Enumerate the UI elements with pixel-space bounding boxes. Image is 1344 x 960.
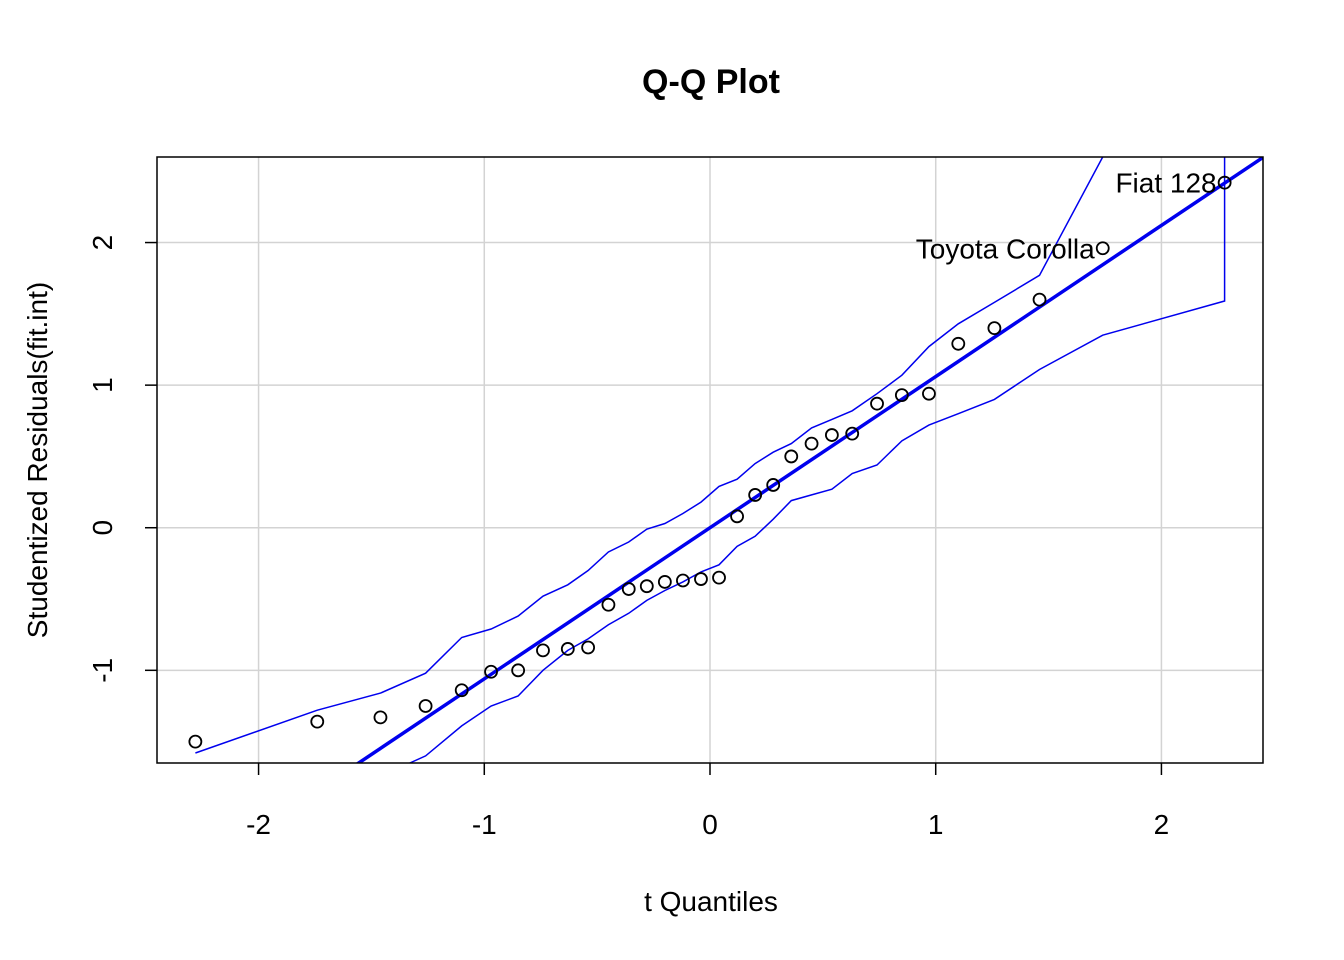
x-axis-label: t Quantiles xyxy=(644,886,778,917)
y-tick-label-0: -1 xyxy=(87,658,118,683)
data-point-0 xyxy=(188,734,203,749)
data-point-14 xyxy=(676,573,690,588)
data-point-24 xyxy=(870,396,884,411)
data-point-23 xyxy=(845,426,860,441)
data-point-6 xyxy=(511,663,526,678)
axes: -2 -1 0 1 2 -1 0 1 2 xyxy=(87,235,1169,840)
x-tick-label-4: 2 xyxy=(1154,809,1170,840)
data-point-29 xyxy=(1032,292,1047,307)
data-point-25 xyxy=(894,388,909,403)
y-tick-label-3: 2 xyxy=(87,235,118,251)
data-point-12 xyxy=(639,579,654,594)
x-tick-label-0: -2 xyxy=(246,809,271,840)
data-point-31 xyxy=(1217,175,1232,190)
data-point-26 xyxy=(922,386,936,401)
data-point-4 xyxy=(454,683,469,698)
point-label-31: Fiat 128 xyxy=(1115,168,1216,199)
data-point-30 xyxy=(1095,241,1110,256)
data-point-3 xyxy=(418,699,433,713)
point-label-30: Toyota Corolla xyxy=(916,233,1095,264)
chart-title: Q-Q Plot xyxy=(642,63,780,101)
plot-area xyxy=(195,157,1263,763)
data-point-22 xyxy=(824,428,839,442)
data-point-17 xyxy=(730,509,744,524)
lower-confidence-envelope xyxy=(409,157,1226,763)
data-points: Toyota Corolla Fiat 128 xyxy=(188,168,1232,749)
upper-confidence-envelope xyxy=(195,157,1104,754)
data-point-7 xyxy=(536,643,550,658)
x-tick-label-2: 0 xyxy=(702,809,718,840)
data-point-1 xyxy=(310,714,325,729)
data-point-13 xyxy=(657,575,672,589)
data-point-11 xyxy=(621,582,636,596)
data-point-5 xyxy=(484,664,498,679)
data-point-9 xyxy=(581,640,596,655)
data-point-18 xyxy=(748,488,763,502)
data-point-28 xyxy=(987,321,1002,336)
y-tick-label-1: 0 xyxy=(87,520,118,536)
data-point-10 xyxy=(601,597,616,612)
data-point-21 xyxy=(804,436,819,451)
x-tick-label-3: 1 xyxy=(928,809,944,840)
data-point-8 xyxy=(560,642,575,656)
y-axis-label: Studentized Residuals(fit.int) xyxy=(22,282,53,638)
data-point-2 xyxy=(373,710,388,725)
data-point-20 xyxy=(784,449,799,464)
reference-line xyxy=(355,157,1263,763)
data-point-19 xyxy=(766,478,781,492)
data-point-15 xyxy=(694,572,708,586)
y-tick-label-2: 1 xyxy=(87,377,118,393)
x-tick-label-1: -1 xyxy=(472,809,497,840)
data-point-27 xyxy=(951,336,966,351)
data-point-16 xyxy=(712,570,726,585)
